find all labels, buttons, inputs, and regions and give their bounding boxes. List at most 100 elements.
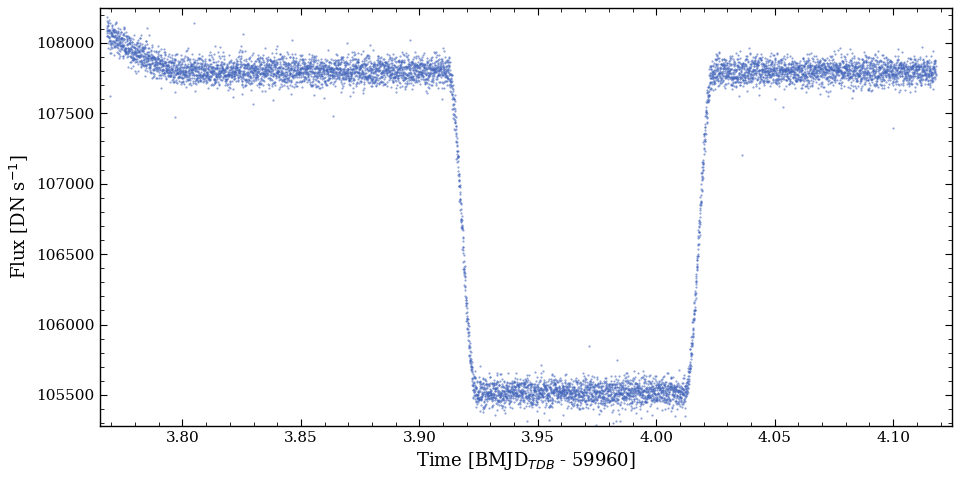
Point [830,64,846,72]
Point [396,74,412,82]
Point [524,401,540,408]
Point [295,56,310,63]
Point [451,170,467,178]
Point [889,80,904,88]
Point [586,383,601,391]
Point [609,386,624,394]
Point [865,66,880,74]
Point [634,386,649,394]
Point [795,70,810,78]
Point [285,72,300,80]
Point [497,409,513,417]
Point [271,72,286,80]
Point [548,397,564,405]
Point [771,74,786,82]
Point [730,65,745,73]
Point [798,74,813,82]
Point [415,61,430,69]
Point [511,381,526,389]
Point [706,68,721,75]
Point [557,379,572,387]
Point [564,396,580,404]
Point [561,386,576,394]
Point [534,390,549,398]
Point [185,70,201,77]
Point [795,54,810,62]
Point [643,393,659,400]
Point [624,392,639,400]
Point [615,389,631,397]
Point [558,386,573,394]
Point [840,69,855,77]
Point [419,70,434,78]
Point [581,379,596,387]
Point [367,78,382,85]
Point [317,60,332,67]
Point [273,58,288,66]
Point [355,48,371,55]
Point [499,384,515,392]
Point [305,75,321,83]
Point [486,393,501,401]
Point [132,42,147,49]
Point [316,70,331,77]
Point [274,82,289,90]
Point [616,388,632,396]
Point [720,70,735,78]
Point [763,49,779,57]
Point [609,380,624,388]
Point [300,71,316,78]
Point [885,77,900,85]
Point [609,389,624,396]
Point [792,75,807,83]
Point [755,68,770,76]
Point [710,48,726,56]
Point [686,316,702,324]
Point [119,48,134,56]
Point [184,74,200,82]
Point [636,372,652,379]
Point [440,58,455,65]
Point [682,372,697,380]
Point [230,68,246,76]
Point [795,62,810,70]
Point [509,369,524,377]
Point [509,382,524,389]
Point [723,70,738,77]
Point [736,71,752,79]
Point [132,53,147,61]
Point [628,384,643,392]
Point [733,66,749,73]
Point [893,62,908,70]
Point [797,72,812,80]
Point [810,60,826,68]
Point [198,68,213,76]
Point [618,396,634,404]
Point [213,76,228,84]
Point [922,67,937,75]
Point [262,63,277,71]
Point [610,396,625,404]
Point [242,79,257,87]
Point [750,75,765,83]
Point [320,65,335,73]
Point [514,388,529,396]
Point [860,76,876,84]
Point [855,62,871,70]
Point [871,69,886,77]
Point [336,71,351,78]
Point [855,58,871,66]
Point [799,59,814,67]
Point [850,77,865,84]
Point [216,52,231,60]
Point [570,390,586,397]
Point [201,72,216,80]
Point [709,51,725,59]
Point [564,395,579,402]
Point [903,66,919,73]
Point [776,61,791,69]
Point [874,63,889,71]
Point [163,69,179,76]
Point [460,315,475,323]
Point [885,72,900,80]
